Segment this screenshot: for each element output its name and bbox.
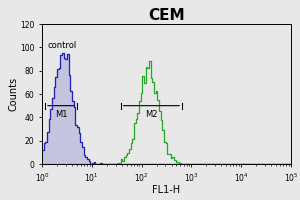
X-axis label: FL1-H: FL1-H [152,185,181,195]
Title: CEM: CEM [148,8,185,23]
Text: M2: M2 [146,110,158,119]
Y-axis label: Counts: Counts [8,77,19,111]
Text: M1: M1 [55,110,67,119]
Text: control: control [48,41,77,50]
